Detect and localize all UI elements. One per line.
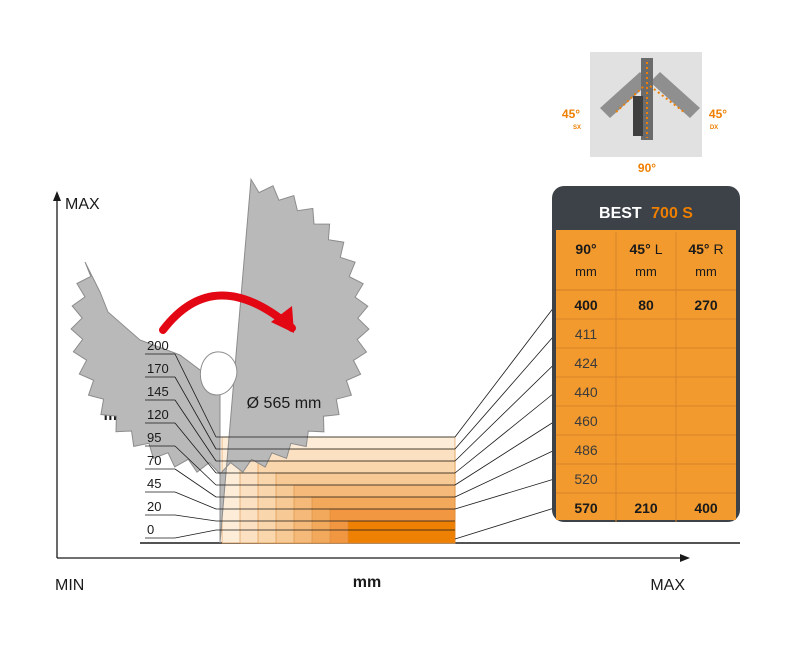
x-axis-arrowhead — [680, 554, 690, 562]
cut-line-45-right — [649, 85, 685, 113]
fan-line-row-6 — [454, 478, 557, 510]
table-header-angle-value-2: 45° — [688, 241, 709, 257]
clamp-shape — [633, 96, 643, 136]
blade-45-left-shape — [600, 72, 650, 118]
table-cell-r0-c1: 80 — [638, 297, 654, 313]
table-cell-r0-c2: 270 — [694, 297, 718, 313]
height-leader-70 — [174, 468, 217, 498]
table-header-side-2: R — [714, 241, 724, 257]
fan-line-row-3 — [454, 391, 557, 474]
fan-line-row-7 — [454, 507, 557, 540]
cut-line-45-left — [615, 85, 645, 113]
height-label-200: 200 — [147, 338, 169, 353]
height-leader-145 — [174, 399, 217, 462]
angle-illustration: 45° SX 45° DX 90° — [562, 52, 727, 175]
cutting-areas — [221, 436, 456, 544]
height-leader-0 — [174, 529, 217, 539]
height-label-95: 95 — [147, 430, 161, 445]
blade-arbor-notch — [199, 351, 238, 396]
table-body — [556, 230, 736, 520]
table-title: BEST 700 S — [599, 205, 693, 222]
table-header-angle-value-1: 45° — [630, 241, 651, 257]
table-cell-r2-c0: 424 — [574, 355, 598, 371]
height-label-20: 20 — [147, 499, 161, 514]
height-leader-95 — [174, 445, 217, 486]
table-title-accent: 700 S — [651, 205, 693, 222]
table-cell-r5-c0: 486 — [574, 442, 598, 458]
table-cell-r0-c0: 400 — [574, 297, 598, 313]
table-header-unit-2: mm — [695, 264, 717, 279]
blade-45-right-shape — [650, 72, 700, 118]
angle-left-label: 45° — [562, 107, 580, 121]
angle-right-label: 45° — [709, 107, 727, 121]
angle-left-sub-label: SX — [573, 125, 581, 131]
fan-line-row-5 — [454, 449, 557, 498]
table-header-unit-1: mm — [635, 264, 657, 279]
table-header-side-1: L — [655, 241, 663, 257]
table-cell-r4-c0: 460 — [574, 413, 598, 429]
height-leader-20 — [174, 514, 217, 522]
saw-blade: Ø 565 mm — [70, 177, 370, 544]
cut-area-20 — [347, 520, 456, 544]
y-axis-arrowhead — [53, 191, 61, 201]
height-leader-120 — [174, 422, 217, 474]
height-leader-45 — [174, 491, 217, 510]
angle-right-sub-label: DX — [710, 125, 718, 131]
table-cell-r6-c0: 520 — [574, 471, 598, 487]
table-header-angle-2: 45° R — [688, 241, 723, 257]
height-label-170: 170 — [147, 361, 169, 376]
table-header-angle-1: 45° L — [630, 241, 663, 257]
table-rows: 400 80 270 411 424 440 460 486 520 570 210 400 — [574, 297, 718, 516]
height-label-0: 0 — [147, 522, 154, 537]
table-cell-r7-c0: 570 — [574, 500, 598, 516]
height-leader-200 — [174, 353, 217, 438]
table-grid — [556, 232, 736, 522]
height-label-70: 70 — [147, 453, 161, 468]
x-axis-unit-label: mm — [353, 574, 381, 591]
angle-bottom-label: 90° — [638, 161, 656, 175]
saw-blade-shape — [70, 177, 370, 544]
rotation-arrow — [159, 291, 296, 334]
y-axis-max-label: MAX — [65, 196, 100, 213]
height-leader-170 — [174, 376, 217, 450]
rotation-arrowhead — [271, 306, 294, 333]
x-axis-max-label: MAX — [650, 577, 685, 594]
table-cell-r3-c0: 440 — [574, 384, 598, 400]
x-axis-min-label: MIN — [55, 577, 84, 594]
table-header-angle-0: 90° — [575, 241, 596, 257]
table-title-main: BEST — [599, 205, 642, 222]
fan-line-row-2 — [454, 362, 557, 462]
blade-diameter-label: Ø 565 mm — [247, 395, 322, 412]
height-label-120: 120 — [147, 407, 169, 422]
table-cell-r7-c2: 400 — [694, 500, 718, 516]
fan-lines — [454, 304, 557, 540]
table-header-unit-0: mm — [575, 264, 597, 279]
fan-line-row-4 — [454, 420, 557, 486]
table-cell-r7-c1: 210 — [634, 500, 658, 516]
fan-line-row-1 — [454, 333, 557, 450]
fan-line-row-0 — [454, 304, 557, 438]
table-cell-r1-c0: 411 — [575, 326, 598, 342]
height-label-145: 145 — [147, 384, 169, 399]
table-header-angle-value-0: 90° — [575, 241, 596, 257]
height-label-45: 45 — [147, 476, 161, 491]
